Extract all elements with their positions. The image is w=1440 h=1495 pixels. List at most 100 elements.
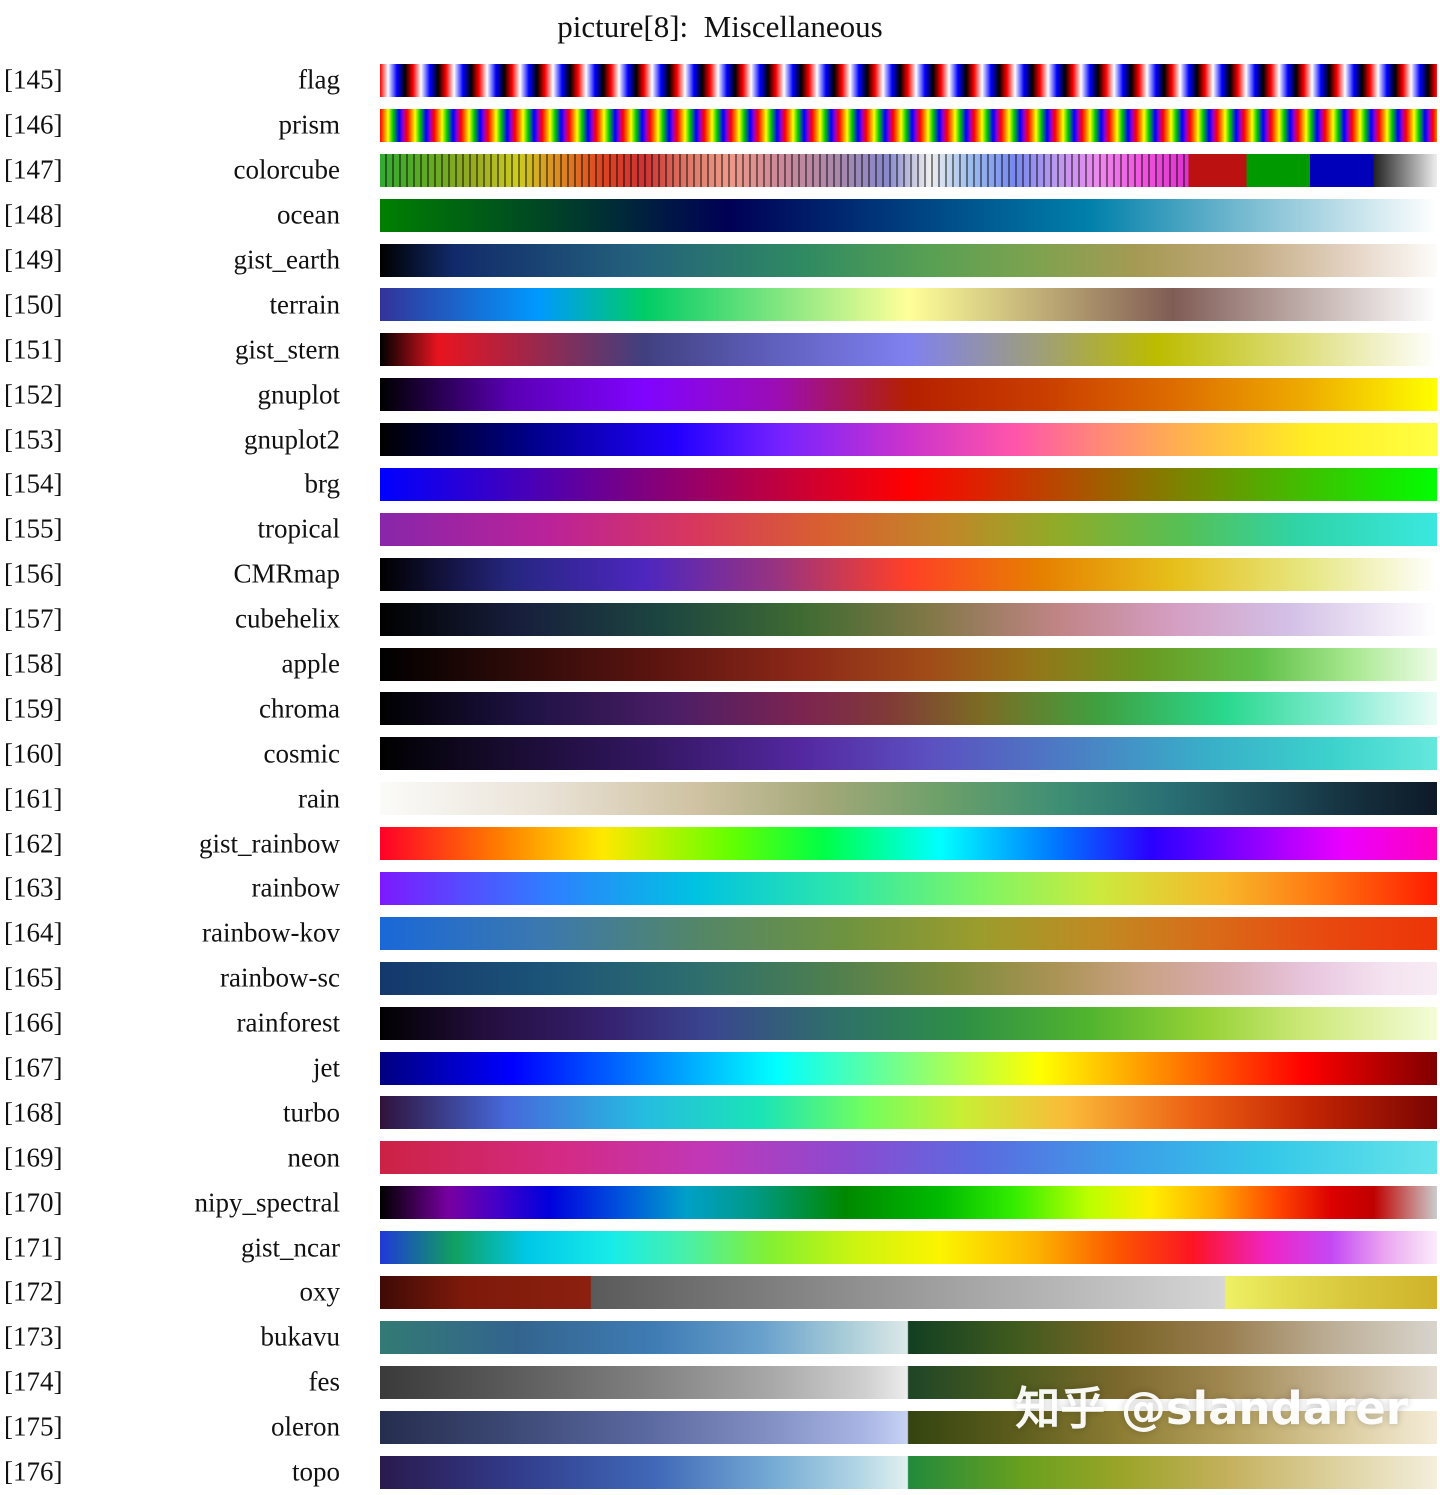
colormap-row: [170] nipy_spectral <box>0 1180 1440 1225</box>
colormap-index: [168] <box>4 1097 63 1128</box>
colormap-swatch-gnuplot <box>380 378 1437 412</box>
colormap-swatch-cosmic <box>380 737 1437 771</box>
colormap-name: prism <box>278 109 340 140</box>
colormap-name: oleron <box>271 1411 340 1442</box>
colormap-row: [176] topo <box>0 1450 1440 1495</box>
colormap-name: terrain <box>269 289 340 320</box>
colormap-index: [166] <box>4 1007 63 1038</box>
colormap-swatch-gist_rainbow <box>380 827 1437 861</box>
colormap-name: jet <box>313 1052 340 1083</box>
colormap-row: [157] cubehelix <box>0 597 1440 642</box>
colormap-index: [172] <box>4 1276 63 1307</box>
colormap-index: [147] <box>4 154 63 185</box>
colormap-row: [156] CMRmap <box>0 552 1440 597</box>
colormap-row: [167] jet <box>0 1046 1440 1091</box>
colormap-swatch-brg <box>380 468 1437 502</box>
colormap-swatch-neon <box>380 1141 1437 1175</box>
colormap-name: brg <box>304 468 340 499</box>
colormap-swatch-gnuplot2 <box>380 423 1437 457</box>
colormap-index: [161] <box>4 783 63 814</box>
colormap-name: neon <box>287 1142 340 1173</box>
colormap-row: [150] terrain <box>0 282 1440 327</box>
colormap-name: nipy_spectral <box>194 1187 340 1218</box>
colormap-name: chroma <box>259 693 340 724</box>
colormap-name: fes <box>308 1366 340 1397</box>
colormap-swatch-oleron <box>380 1410 1437 1444</box>
colormap-index: [167] <box>4 1052 63 1083</box>
colormap-row: [175] oleron <box>0 1405 1440 1450</box>
colormap-row: [152] gnuplot <box>0 372 1440 417</box>
colormap-row: [164] rainbow-kov <box>0 911 1440 956</box>
colormap-name: ocean <box>277 199 340 230</box>
colormap-list: [145] flag [146] prism [147] colorcube [148] oc… <box>0 58 1440 1495</box>
colormap-row: [153] gnuplot2 <box>0 417 1440 462</box>
colormap-row: [166] rainforest <box>0 1001 1440 1046</box>
colormap-index: [148] <box>4 199 63 230</box>
colormap-index: [150] <box>4 289 63 320</box>
colormap-row: [146] prism <box>0 103 1440 148</box>
colormap-swatch-rainbow-kov <box>380 916 1437 950</box>
colormap-swatch-fes <box>380 1365 1437 1399</box>
colormap-row: [173] bukavu <box>0 1315 1440 1360</box>
colormap-row: [155] tropical <box>0 507 1440 552</box>
colormap-name: gist_earth <box>233 244 340 275</box>
colormap-name: bukavu <box>260 1321 340 1352</box>
colormap-swatch-terrain <box>380 288 1437 322</box>
colormap-row: [147] colorcube <box>0 148 1440 193</box>
colormap-index: [170] <box>4 1187 63 1218</box>
colormap-row: [160] cosmic <box>0 731 1440 776</box>
colormap-index: [153] <box>4 424 63 455</box>
colormap-row: [145] flag <box>0 58 1440 103</box>
colormap-row: [168] turbo <box>0 1090 1440 1135</box>
colormap-name: turbo <box>283 1097 340 1128</box>
colormap-index: [160] <box>4 738 63 769</box>
colormap-row: [148] ocean <box>0 193 1440 238</box>
colormap-name: rainforest <box>236 1007 340 1038</box>
colormap-swatch-rainforest <box>380 1006 1437 1040</box>
colormap-name: gnuplot <box>257 379 340 410</box>
colormap-row: [163] rainbow <box>0 866 1440 911</box>
colormap-index: [176] <box>4 1456 63 1487</box>
colormap-row: [149] gist_earth <box>0 238 1440 283</box>
colormap-swatch-gist_earth <box>380 243 1437 277</box>
colormap-swatch-chroma <box>380 692 1437 726</box>
colormap-name: cosmic <box>263 738 340 769</box>
colormap-name: rainbow-sc <box>220 962 340 993</box>
colormap-name: tropical <box>257 513 340 544</box>
colormap-swatch-apple <box>380 647 1437 681</box>
colormap-index: [146] <box>4 109 63 140</box>
colormap-index: [171] <box>4 1232 63 1263</box>
colormap-name: gist_rainbow <box>199 828 340 859</box>
colormap-swatch-rainbow-sc <box>380 961 1437 995</box>
colormap-index: [152] <box>4 379 63 410</box>
colormap-swatch-jet <box>380 1051 1437 1085</box>
colormap-row: [165] rainbow-sc <box>0 956 1440 1001</box>
colormap-row: [169] neon <box>0 1135 1440 1180</box>
colormap-index: [151] <box>4 334 63 365</box>
colormap-index: [163] <box>4 872 63 903</box>
colormap-name: rainbow-kov <box>202 917 340 948</box>
colormap-row: [162] gist_rainbow <box>0 821 1440 866</box>
colormap-row: [174] fes <box>0 1360 1440 1405</box>
colormap-swatch-bukavu <box>380 1320 1437 1354</box>
colormap-index: [174] <box>4 1366 63 1397</box>
colormap-index: [158] <box>4 648 63 679</box>
colormap-row: [151] gist_stern <box>0 327 1440 372</box>
colormap-index: [169] <box>4 1142 63 1173</box>
colormap-index: [159] <box>4 693 63 724</box>
page-title: picture[8]: Miscellaneous <box>557 9 883 44</box>
colormap-name: flag <box>298 64 340 95</box>
colormap-swatch-CMRmap <box>380 557 1437 591</box>
watermark: 知乎 @slandarer <box>1015 1382 1408 1435</box>
colormap-name: gist_stern <box>235 334 340 365</box>
colormap-swatch-rain <box>380 782 1437 816</box>
colormap-swatch-nipy_spectral <box>380 1186 1437 1220</box>
colormap-index: [149] <box>4 244 63 275</box>
colormap-row: [158] apple <box>0 642 1440 687</box>
colormap-swatch-flag <box>380 64 1437 97</box>
colormap-name: topo <box>291 1456 340 1487</box>
colormap-swatch-rainbow <box>380 872 1437 906</box>
colormap-swatch-ocean <box>380 198 1437 232</box>
colormap-name: rainbow <box>251 872 340 903</box>
colormap-name: rain <box>298 783 340 814</box>
